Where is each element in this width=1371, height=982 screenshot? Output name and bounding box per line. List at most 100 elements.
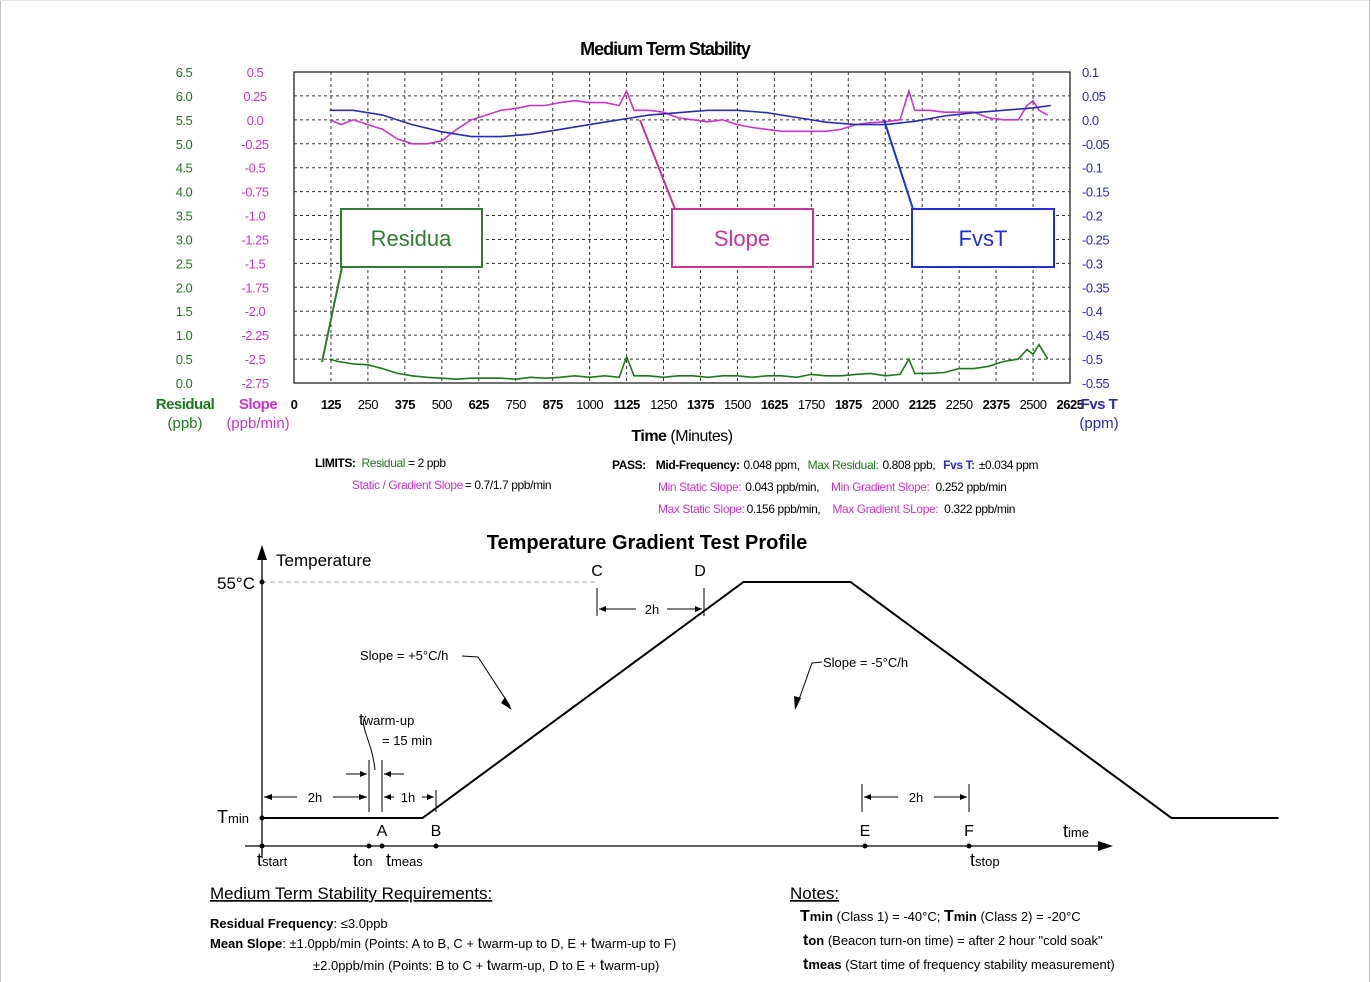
plot-frame [293, 71, 1071, 384]
pass-line-3: Max Static Slope: 0.156 ppb/min, Max Gradi… [658, 502, 1015, 516]
slope-down-leader [796, 661, 823, 706]
fvst-tick-label: 0.0 [1082, 113, 1099, 128]
residual-tick-label: 6.0 [176, 89, 193, 104]
x-tick-label: 1125 [613, 397, 639, 412]
fvst-tick-label: -0.5 [1082, 352, 1103, 367]
x-tick-label: 2250 [946, 397, 973, 412]
dim-2h-top [596, 588, 705, 616]
residual-tick-label: 3.0 [176, 232, 193, 247]
fvst-callout-label: FvsT [959, 226, 1008, 251]
x-ticks: 0 125 250 375 500 625 750 875 1000 1125 1250 1375 15… [291, 397, 1085, 412]
residua-callout: Residua [321, 208, 483, 363]
residual-tick-label: 5.5 [176, 113, 193, 128]
dim-2h-end [861, 784, 970, 812]
fvst-tick-label: -0.35 [1082, 280, 1109, 295]
slope-ticks: 0.5 0.25 0.0 -0.25 -0.5 -0.75 -1.0 -1.25 -1.5 -1.… [241, 65, 269, 391]
fvst-tick-label: -0.4 [1082, 304, 1103, 319]
fvst-tick-label: 0.1 [1082, 65, 1099, 80]
tstop-label: tstop [970, 850, 1000, 870]
stability-chart-title: Medium Term Stability [580, 39, 751, 59]
twarm-label: twarm-up [359, 710, 414, 729]
fvst-tick-label: -0.25 [1082, 232, 1109, 247]
residual-tick-label: 1.0 [176, 328, 193, 343]
point-a: A [377, 823, 388, 840]
x-tick-label: 1500 [724, 397, 751, 412]
residual-tick-label: 6.5 [176, 65, 193, 80]
residual-tick-label: 2.0 [176, 280, 193, 295]
pass-block: PASS: Mid-Frequency: 0.048 ppm, Max Residua… [612, 458, 1039, 516]
x-tick-label: 1750 [798, 397, 825, 412]
x-tick-label: 125 [321, 397, 341, 412]
residual-tick-label: 5.0 [176, 137, 193, 152]
residual-axis-label: Residual [156, 396, 215, 413]
slope-callout: Slope [639, 119, 814, 268]
fvst-tick-label: 0.05 [1082, 89, 1106, 104]
fvst-callout: FvsT [883, 119, 1055, 268]
notes-title: Notes: [790, 884, 839, 903]
y-axis-arrow [257, 545, 267, 560]
fvst-axis-label: Fvs T [1081, 396, 1118, 413]
y-min-label: Tmin [217, 807, 249, 827]
temperature-profile-line [262, 581, 1279, 819]
notes-ton: ton (Beacon turn-on time) = after 2 hour… [803, 932, 1103, 949]
fvst-tick-label: -0.55 [1082, 376, 1109, 391]
point-c: C [591, 563, 603, 580]
slope-axis-unit: (ppb/min) [226, 415, 289, 432]
x-tick-label: 250 [358, 397, 378, 412]
dim-2h-top-label: 2h [645, 602, 659, 617]
dim-2h-start [261, 790, 370, 812]
fvst-ticks: 0.1 0.05 0.0 -0.05 -0.1 -0.15 -0.2 -0.25 -0.3 -0.… [1082, 65, 1110, 391]
residual-tick-label: 0.0 [176, 376, 193, 391]
slope-tick-label: -2.0 [245, 304, 266, 319]
twarm-value: = 15 min [382, 733, 432, 748]
slope-up-arrow [501, 697, 512, 710]
slope-tick-label: -2.25 [241, 328, 268, 343]
x-tick-label: 750 [506, 397, 526, 412]
point-e: E [860, 823, 871, 840]
x-tick-label: 1250 [650, 397, 677, 412]
x-tick-label: 625 [469, 397, 489, 412]
limits-line-1: LIMITS: Residual = 2 ppb [315, 456, 446, 470]
series-group [329, 88, 1051, 381]
notes-block: Notes: Tmin (Class 1) = -40°C; Tmin (Cla… [790, 884, 1115, 973]
frame-left [0, 0, 1, 982]
slope-series-line [329, 88, 1049, 145]
slope-tick-label: -1.5 [245, 256, 266, 271]
residual-tick-label: 3.5 [176, 209, 193, 224]
slope-down-label: Slope = -5°C/h [823, 655, 908, 670]
notes-tmin: Tmin (Class 1) = -40°C; Tmin (Class 2) =… [800, 908, 1081, 925]
x-tick-label: 1375 [687, 397, 714, 412]
fvst-tick-label: -0.05 [1082, 137, 1109, 152]
slope-tick-label: 0.0 [247, 113, 264, 128]
temperature-profile: Temperature Gradient Test Profile Temper… [217, 532, 1279, 870]
x-tick-label: 875 [543, 397, 563, 412]
x-tick-label: 0 [291, 397, 298, 412]
requirements-title: Medium Term Stability Requirements: [210, 884, 492, 903]
x-tick-label: 2000 [872, 397, 899, 412]
slope-tick-label: -2.75 [241, 376, 268, 391]
residual-ticks: 6.5 6.0 5.5 5.0 4.5 4.0 3.5 3.0 2.5 2.0 1.5 1.0 0.5 0… [176, 65, 193, 391]
stability-chart: Medium Term Stability 6.5 6.0 5.5 5.0 4.5 4.0… [156, 39, 1119, 516]
slope-axis-label: Slope [239, 396, 277, 413]
tmeas-label: tmeas [386, 850, 423, 870]
grid [294, 72, 1070, 383]
slope-tick-label: -1.25 [241, 232, 268, 247]
residual-tick-label: 0.5 [176, 352, 193, 367]
slope-tick-label: -0.5 [245, 161, 266, 176]
tstart-label: tstart [257, 850, 288, 870]
slope-tick-label: -1.0 [245, 209, 266, 224]
requirements-mean-line2: ±2.0ppb/min (Points: B to C + twarm-up, … [313, 957, 659, 974]
residua-callout-label: Residua [371, 226, 452, 251]
requirements-mean-line1: Mean Slope: ±1.0ppb/min (Points: A to B,… [210, 935, 676, 952]
x-tick-label: 375 [395, 397, 415, 412]
residual-series-line [329, 343, 1049, 381]
axis-dots [259, 579, 972, 849]
slope-tick-label: 0.5 [247, 65, 264, 80]
x-tick-label: 1875 [835, 397, 862, 412]
slope-tick-label: -1.75 [241, 280, 268, 295]
slope-tick-label: -0.25 [241, 137, 268, 152]
x-tick-label: 2125 [909, 397, 936, 412]
fvst-axis-unit: (ppm) [1079, 415, 1118, 432]
fvst-tick-label: -0.1 [1082, 161, 1103, 176]
